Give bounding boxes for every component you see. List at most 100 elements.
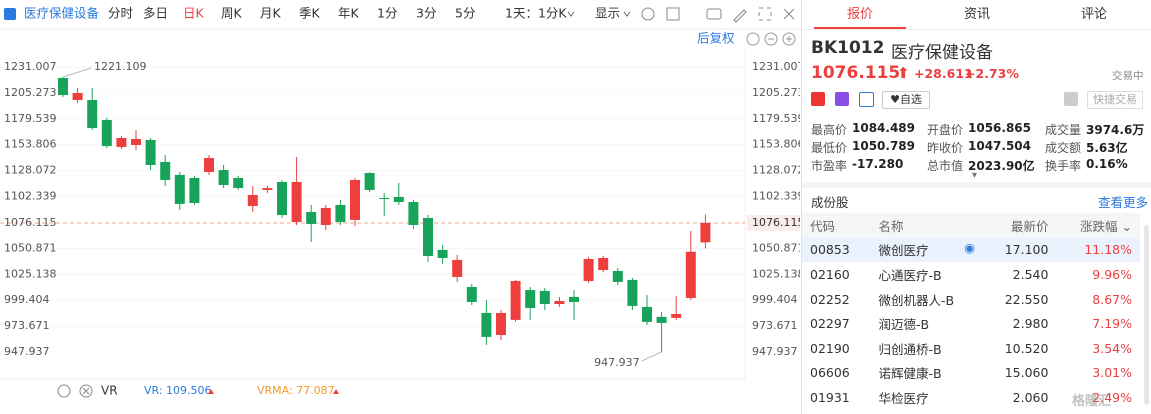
zoom-in-icon[interactable]: [782, 32, 796, 46]
stock-row[interactable]: 01931 华检医疗 2.060 2.49%: [802, 385, 1140, 410]
candle-body: [160, 161, 171, 180]
vr-value: VR: 109.506: [144, 384, 212, 397]
up-arrow: [208, 389, 214, 394]
box-icon[interactable]: [666, 7, 680, 21]
stat-value: -17.280: [852, 157, 904, 171]
stock-name: 归创通桥-B: [878, 341, 942, 357]
settings-icon[interactable]: [641, 7, 655, 21]
stock-row[interactable]: 02297 润迈德-B 2.980 7.19%: [802, 311, 1140, 336]
stock-row[interactable]: 00853 微创医疗 ◉ 17.100 11.18%: [802, 237, 1140, 263]
stat-label: 成交额: [1045, 141, 1082, 155]
board-title[interactable]: 医疗保健设备: [24, 6, 100, 21]
scrollbar[interactable]: [1144, 225, 1149, 405]
period-tab[interactable]: 年K: [338, 6, 360, 21]
board-name: 医疗保健设备: [891, 43, 993, 63]
candle-body: [408, 202, 419, 225]
candle-body: [87, 100, 98, 129]
stock-row[interactable]: 02190 归创通桥-B 10.520 3.54%: [802, 336, 1140, 361]
close-icon[interactable]: [783, 8, 795, 20]
price-change-pct: +2.73%: [965, 66, 1019, 81]
period-tabs: 分时 多日 日K 周K 月K 季K 年K 1分 3分 5分: [108, 6, 475, 21]
candle-body: [379, 197, 390, 200]
y-tick-label-right: 973.671: [752, 319, 798, 332]
candle-body: [466, 286, 477, 302]
header-row: 代码 名称 最新价 涨跌幅 ⌄: [802, 213, 1140, 238]
fullscreen-icon[interactable]: [758, 7, 772, 21]
stock-code: 02160: [810, 266, 850, 282]
grid: [0, 66, 745, 353]
period-tab[interactable]: 5分: [455, 6, 475, 21]
period-tab[interactable]: 季K: [299, 6, 321, 21]
more-link[interactable]: 查看更多: [1098, 195, 1149, 210]
indicator-close-icon: [82, 387, 90, 395]
interval-select[interactable]: 1天：1分K: [505, 6, 567, 21]
tab[interactable]: 评论: [1080, 7, 1107, 22]
tab[interactable]: 资讯: [963, 7, 990, 22]
max-label: 1221.109: [94, 60, 147, 73]
stock-change: 9.96%: [1092, 266, 1132, 282]
draw-icon[interactable]: [733, 9, 747, 23]
column-header[interactable]: 涨跌幅 ⌄: [1056, 213, 1140, 238]
candle-body: [671, 313, 682, 318]
period-tab[interactable]: 日K: [183, 6, 205, 21]
column-header[interactable]: 最新价: [983, 213, 1057, 238]
watch-eye-icon: ◉: [964, 240, 976, 256]
vrma-value: VRMA: 77.087: [257, 384, 335, 397]
axis-labels: 947.937 947.937 973.671 973.671 999.404 999.4…: [4, 60, 800, 369]
watermark: 格隆汇: [1072, 394, 1112, 409]
candle-body: [510, 280, 521, 320]
period-tab[interactable]: 1分: [377, 6, 397, 21]
candle-body: [247, 194, 258, 206]
max-pointer: [62, 67, 92, 78]
stock-name: 润迈德-B: [878, 317, 930, 333]
tab[interactable]: 报价: [846, 7, 873, 22]
period-tab[interactable]: 分时: [108, 6, 134, 21]
chart-panel: 医疗保健设备 分时 多日 日K 周K 月K 季K 年K 1分 3分 5分 1天：1分K 显示 后复…: [0, 6, 800, 398]
candle-body: [72, 92, 83, 101]
indicator-settings-icon[interactable]: [57, 384, 71, 398]
candle-body: [656, 316, 667, 323]
sort-icon: ⌄: [1121, 218, 1132, 234]
stock-change: 2.49%: [1092, 389, 1132, 405]
stat-value: 1056.865: [968, 121, 1032, 135]
stock-row[interactable]: 02160 心通医疗-B 2.540 9.96%: [802, 262, 1140, 287]
expand-icon[interactable]: ▾: [972, 170, 978, 181]
y-tick-label: 1179.539: [4, 112, 57, 125]
candle-body: [685, 251, 696, 298]
candle-body: [393, 196, 404, 203]
stock-name: 心通医疗-B: [878, 267, 942, 283]
candle-body: [554, 300, 565, 305]
watch-button[interactable]: ♥自选: [882, 91, 930, 109]
adjust-button[interactable]: 后复权: [697, 31, 735, 46]
section-title: 成份股: [811, 195, 849, 210]
indicator-close-icon[interactable]: [79, 384, 93, 398]
stock-row[interactable]: 06606 诺辉健康-B 15.060 3.01%: [802, 361, 1140, 386]
stock-code: 00853: [802, 237, 871, 263]
candle-body: [481, 312, 492, 337]
column-header: 名称: [870, 213, 984, 238]
y-tick-label: 1153.806: [4, 138, 57, 151]
candle-body: [101, 119, 112, 147]
y-tick-label-right: 1050.871: [752, 241, 800, 254]
note-icon[interactable]: [859, 92, 874, 107]
bell-icon[interactable]: [1064, 92, 1078, 106]
camera-icon[interactable]: [706, 8, 722, 20]
y-tick-label: 1205.273: [4, 86, 57, 99]
y-tick-label: 947.937: [4, 345, 50, 358]
stock-row[interactable]: 02252 微创机器人-B 22.550 8.67%: [802, 287, 1140, 312]
quick-trade-button[interactable]: 快捷交易: [1087, 91, 1143, 109]
period-tab[interactable]: 周K: [221, 6, 243, 21]
y-tick-label-right: 1128.072: [752, 164, 800, 177]
stat-label: 成交量: [1045, 123, 1082, 137]
candle-body: [335, 204, 346, 222]
period-tab[interactable]: 多日: [143, 6, 168, 21]
stat-label: 最低价: [811, 141, 848, 155]
help-icon[interactable]: [746, 32, 760, 46]
candle-body: [233, 177, 244, 189]
stock-price: 22.550: [1004, 291, 1049, 307]
display-select[interactable]: 显示: [595, 6, 620, 21]
period-tab[interactable]: 月K: [260, 6, 282, 21]
candle-body: [423, 217, 433, 256]
zoom-out-icon[interactable]: [764, 32, 778, 46]
period-tab[interactable]: 3分: [416, 6, 436, 21]
